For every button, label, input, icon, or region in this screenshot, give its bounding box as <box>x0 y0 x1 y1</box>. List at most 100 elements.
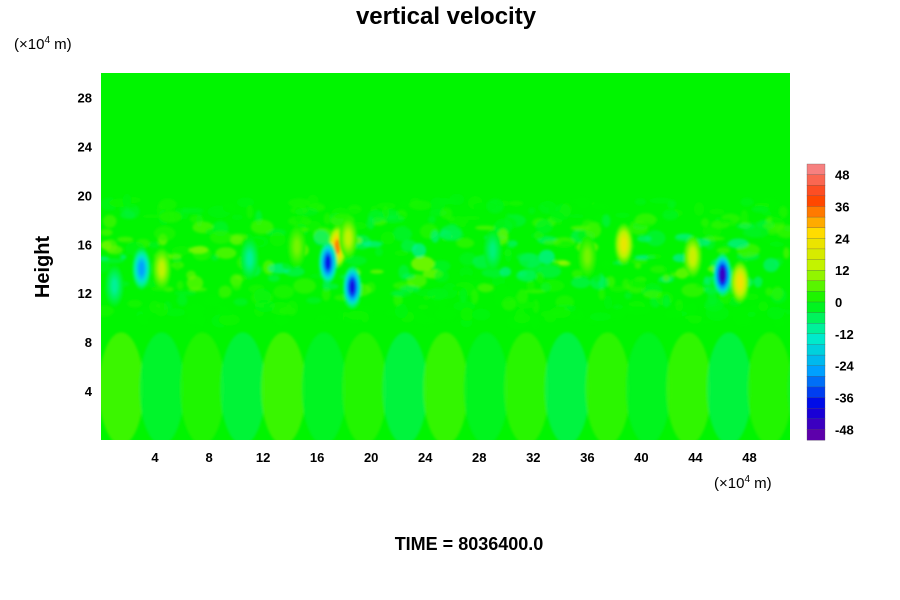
wave-cell <box>544 332 590 440</box>
turbulence-cell <box>402 273 415 279</box>
turbulence-cell <box>770 213 784 227</box>
turbulence-cell <box>176 294 188 306</box>
turbulence-cell <box>518 253 541 268</box>
colorbar-swatch <box>806 227 826 239</box>
turbulence-cell <box>604 295 612 310</box>
turbulence-cell <box>279 306 296 316</box>
turbulence-cell <box>434 269 450 283</box>
x-tick-label: 20 <box>364 450 378 465</box>
turbulence-cell <box>254 299 276 313</box>
turbulence-cell <box>570 197 591 205</box>
turbulence-cell <box>349 209 360 214</box>
convective-feature <box>325 255 331 270</box>
turbulence-cell <box>430 230 440 243</box>
colorbar-swatch <box>806 408 826 420</box>
wave-cell <box>666 332 711 440</box>
turbulence-cell <box>643 290 662 299</box>
turbulence-cell <box>409 197 421 206</box>
colorbar-tick-label: -24 <box>835 359 855 374</box>
turbulence-cell <box>171 245 192 256</box>
turbulence-cell <box>188 246 209 254</box>
turbulence-cell <box>101 317 110 326</box>
turbulence-cell <box>558 260 571 267</box>
wave-cell <box>342 332 387 440</box>
convective-feature <box>159 261 165 276</box>
colorbar-tick-label: -48 <box>835 422 854 437</box>
y-tick-label: 4 <box>85 384 93 399</box>
chart-title: vertical velocity <box>356 3 537 30</box>
turbulence-cell <box>543 239 562 246</box>
turbulence-cell <box>664 309 683 319</box>
turbulence-cell <box>766 306 784 320</box>
turbulence-cell <box>776 225 790 239</box>
turbulence-cell <box>471 289 479 304</box>
turbulence-cell <box>428 215 436 224</box>
turbulence-cell <box>627 275 651 289</box>
turbulence-cell <box>306 297 322 304</box>
turbulence-cell <box>315 314 332 322</box>
turbulence-cell <box>117 236 134 243</box>
velocity-field <box>101 193 790 440</box>
turbulence-cell <box>375 247 383 257</box>
colorbar-swatch <box>806 280 826 292</box>
x-tick-label: 36 <box>580 450 594 465</box>
turbulence-cell <box>460 307 474 321</box>
colorbar-swatch <box>806 386 826 398</box>
colorbar-ticks: 48 36 24 12 0 -12 -24 -36 -48 <box>835 168 855 438</box>
convective-feature <box>138 261 145 276</box>
turbulence-cell <box>434 305 458 322</box>
turbulence-cell <box>667 199 677 209</box>
turbulence-cell <box>451 286 464 291</box>
convective-feature <box>111 278 118 294</box>
turbulence-cell <box>719 217 733 225</box>
wave-cell <box>139 332 185 440</box>
turbulence-cell <box>101 259 110 273</box>
turbulence-cell <box>154 302 169 317</box>
turbulence-cell <box>600 259 614 270</box>
turbulence-cell <box>598 287 606 301</box>
turbulence-cell <box>528 313 536 324</box>
turbulence-cell <box>537 264 562 278</box>
plot-area <box>101 73 790 440</box>
turbulence-cell <box>222 202 237 213</box>
turbulence-cell <box>459 252 477 266</box>
colorbar-swatch <box>806 354 826 367</box>
turbulence-cell <box>514 319 526 328</box>
turbulence-cell <box>591 270 602 283</box>
turbulence-cell <box>293 206 303 223</box>
turbulence-cell <box>432 197 457 205</box>
turbulence-cell <box>670 272 680 277</box>
turbulence-cell <box>158 198 177 211</box>
turbulence-cell <box>186 270 196 280</box>
turbulence-cell <box>381 205 390 220</box>
turbulence-cell <box>771 286 784 300</box>
turbulence-cell <box>705 305 729 322</box>
x-tick-label: 24 <box>418 450 433 465</box>
wave-cell <box>423 332 468 440</box>
time-label: TIME = 8036400.0 <box>395 534 544 554</box>
colorbar-tick-label: 48 <box>835 168 849 183</box>
turbulence-cell <box>231 214 243 221</box>
colorbar-swatch <box>806 259 826 271</box>
colorbar-swatch <box>806 333 826 345</box>
turbulence-cell <box>120 254 127 260</box>
turbulence-cell <box>166 253 182 260</box>
turbulence-cell <box>538 201 557 214</box>
turbulence-cell <box>507 240 518 247</box>
y-tick-label: 8 <box>85 335 92 350</box>
x-tick-label: 28 <box>472 450 486 465</box>
turbulence-cell <box>486 198 504 214</box>
turbulence-cell <box>369 269 384 274</box>
turbulence-cell <box>272 315 291 326</box>
y-tick-label: 12 <box>78 286 92 301</box>
x-axis-unit: (×104 m) <box>714 474 772 492</box>
wave-cell <box>463 332 509 440</box>
colorbar-swatch <box>806 323 826 335</box>
turbulence-cell <box>181 207 204 214</box>
turbulence-cell <box>287 198 311 208</box>
turbulence-cell <box>398 198 410 209</box>
turbulence-cell <box>411 243 427 258</box>
x-tick-label: 8 <box>205 450 212 465</box>
turbulence-cell <box>417 304 429 310</box>
